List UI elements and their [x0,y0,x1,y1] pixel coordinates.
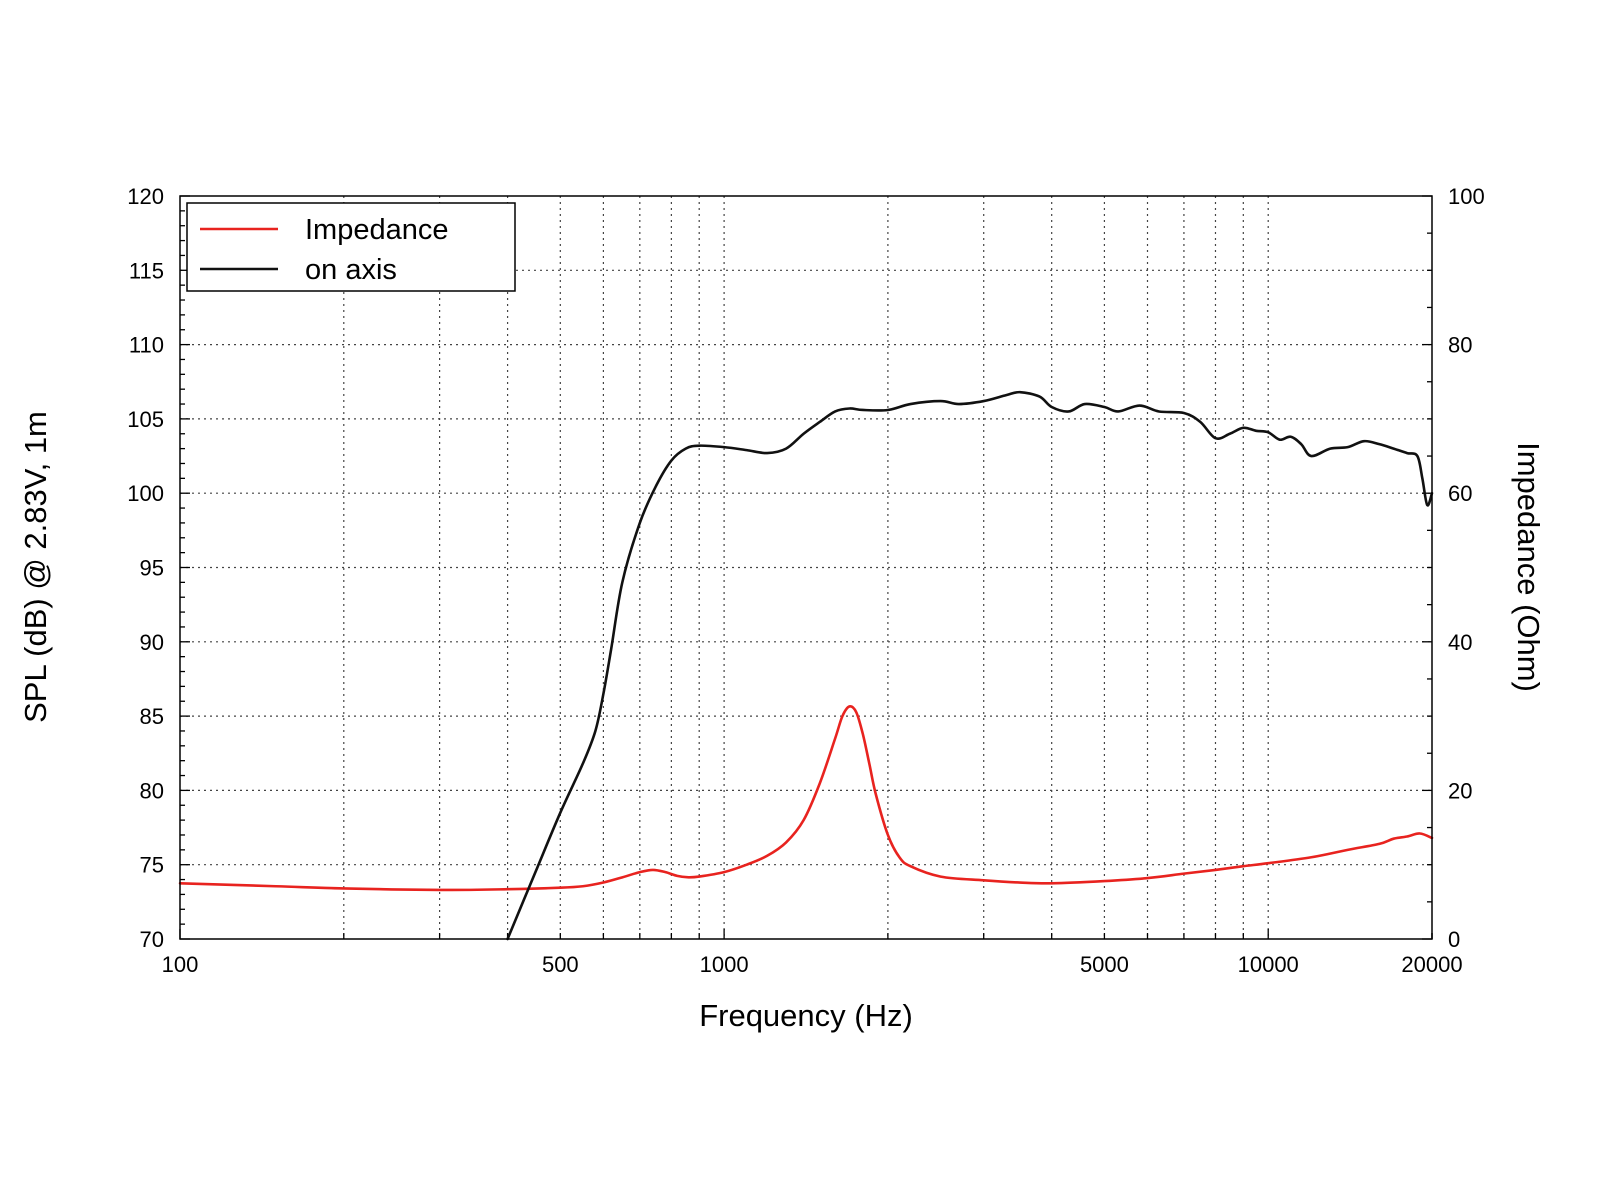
tick-labels: 100 500 1000 5000 10000 200007075808590951001… [127,184,1484,977]
grid-lines [180,196,1432,939]
y-tick-label-105: 105 [127,407,164,432]
x-tick-label-5000: 5000 [1080,952,1129,977]
y2-tick-label-0: 0 [1448,927,1460,952]
y-tick-label-70: 70 [140,927,164,952]
y-tick-label-75: 75 [140,853,164,878]
y2-tick-label-60: 60 [1448,481,1472,506]
x-tick-label-100: 100 [162,952,199,977]
y2-tick-label-80: 80 [1448,333,1472,358]
series-line-impedance [178,705,1434,892]
x-tick-label-1000: 1000 [700,952,749,977]
y2-tick-label-40: 40 [1448,630,1472,655]
legend-box [186,202,516,292]
y-tick-label-90: 90 [140,630,164,655]
legend-label-on-axis: on axis [305,254,397,286]
x-tick-label-10000: 10000 [1238,952,1299,977]
legend: Impedance on axis [186,202,516,292]
x-tick-label-500: 500 [542,952,579,977]
y2-tick-label-20: 20 [1448,778,1472,803]
plot-area-frame [179,195,1433,940]
y-tick-label-110: 110 [129,333,164,358]
y-tick-label-120: 120 [127,184,164,209]
y-tick-label-115: 115 [129,258,164,283]
plot-series [178,390,1434,941]
y-tick-label-80: 80 [140,778,164,803]
y-tick-label-100: 100 [127,481,164,506]
y2-axis-title: Impedance (Ohm) [1511,442,1546,692]
y-tick-label-95: 95 [140,556,164,581]
y-axis-title: SPL (dB) @ 2.83V, 1m [18,411,53,723]
y-tick-label-85: 85 [140,704,164,729]
y2-tick-label-100: 100 [1448,184,1485,209]
series-line-on-axis [506,390,1434,941]
x-axis-title: Frequency (Hz) [699,998,913,1033]
legend-label-impedance: Impedance [305,214,449,246]
x-tick-label-20000: 20000 [1401,952,1462,977]
